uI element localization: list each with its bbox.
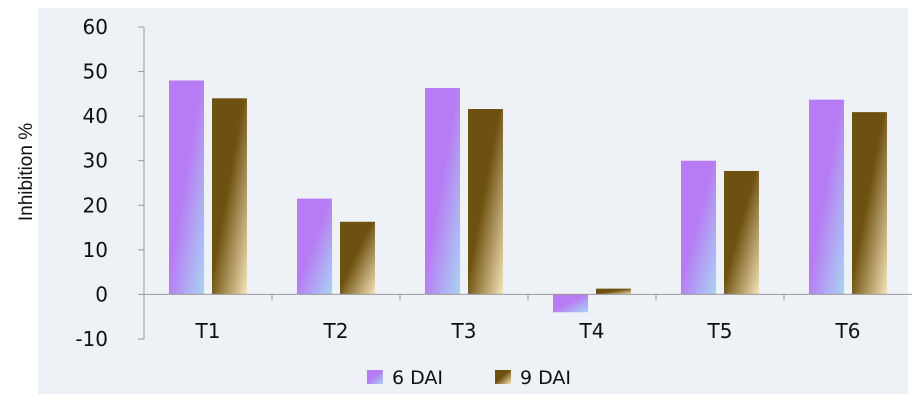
bar-t3-series-2 (468, 109, 503, 295)
legend-swatch-6-dai (367, 370, 383, 384)
x-tick-label: T4 (579, 319, 605, 343)
y-tick-label: 60 (83, 15, 108, 39)
legend-label-9-dai: 9 DAI (520, 367, 571, 389)
bar-t1-series-1 (169, 80, 204, 295)
x-axis: T1 T2 T3 T4 T5 T6 (195, 294, 861, 343)
x-tick-label: T3 (451, 319, 477, 343)
bars (169, 80, 887, 313)
y-tick-label: 10 (83, 238, 108, 262)
y-tick-label: 30 (83, 149, 108, 173)
bar-t5-series-1 (681, 160, 716, 295)
y-tick-label: 0 (95, 282, 108, 306)
y-tick-label: -10 (75, 327, 108, 351)
bar-t5-series-2 (724, 170, 759, 295)
legend-label-6-dai: 6 DAI (392, 367, 443, 389)
bar-t4-series-2 (596, 288, 631, 295)
y-tick-label: 40 (83, 104, 108, 128)
legend-swatch-9-dai (495, 370, 511, 384)
x-tick-label: T5 (707, 319, 733, 343)
y-axis-label: Inhibition % (16, 123, 37, 221)
y-tick-label: 50 (83, 60, 108, 84)
y-axis: -10 0 10 20 30 40 50 60 (75, 15, 144, 351)
y-tick-label: 20 (83, 193, 108, 217)
bar-t1-series-2 (212, 98, 247, 295)
x-tick-label: T2 (323, 319, 349, 343)
bar-t2-series-2 (340, 221, 375, 295)
bar-t6-series-1 (809, 99, 844, 295)
legend: 6 DAI 9 DAI (367, 367, 571, 389)
x-tick-label: T1 (195, 319, 221, 343)
bar-t4-series-1 (553, 294, 588, 313)
bar-t6-series-2 (852, 112, 887, 295)
bar-t3-series-1 (425, 88, 460, 295)
x-tick-label: T6 (835, 319, 861, 343)
bar-t2-series-1 (297, 198, 332, 295)
